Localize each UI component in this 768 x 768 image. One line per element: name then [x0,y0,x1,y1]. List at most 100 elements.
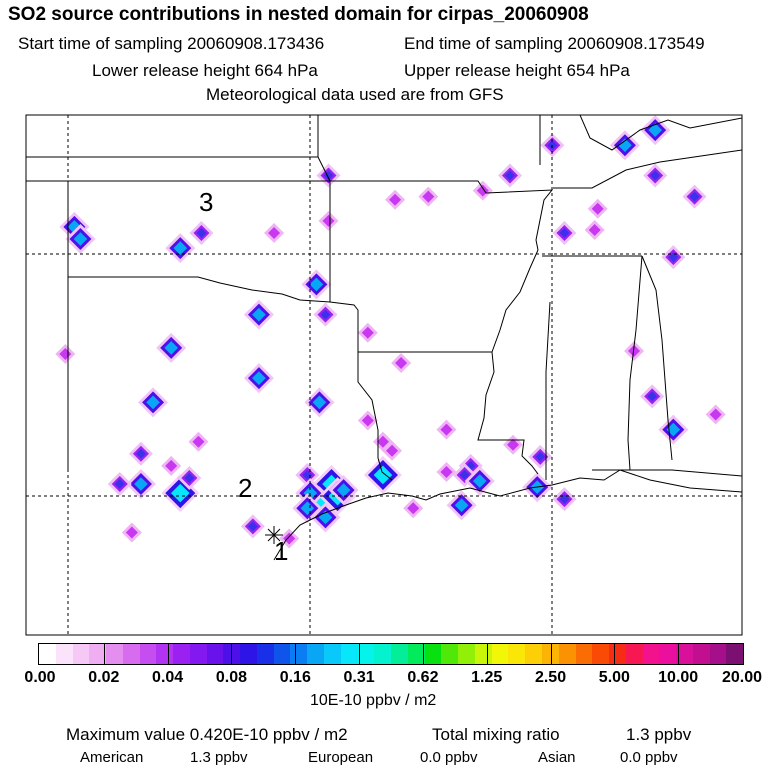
colorbar-swatch [692,644,710,664]
so2-source-plume [609,130,640,161]
colorbar-tick-label: 10.00 [658,669,699,686]
colorbar-tick-label: 1.25 [471,669,503,686]
so2-source-plume [189,220,214,245]
map-panel: 1 2 3 [25,114,743,636]
colorbar-swatch [391,644,408,664]
so2-source-plume [643,163,668,188]
colorbar-swatch [39,644,56,664]
so2-source-plume [264,222,285,243]
so2-source-plume [385,189,406,210]
release-site-marker [265,526,283,544]
so2-source-plume [403,498,424,519]
so2-source-plume [587,198,608,219]
colorbar-divider [167,643,169,665]
colorbar-tick-label: 20.00 [721,669,763,686]
boundary-oklahoma-texas [68,276,359,311]
total-mixing-label: Total mixing ratio [432,725,560,744]
colorbar-divider [678,643,680,665]
so2-source-plume [138,387,169,418]
boundary-missouri-west [317,115,331,302]
boundary-louisiana-north-delta [477,351,539,475]
region-label-3: 3 [199,187,213,217]
so2-source-plume [682,184,707,209]
lat-lon-grid [26,115,742,635]
colorbar-swatch [575,644,593,664]
so2-source-plume [658,414,689,445]
colorbar-swatch [173,644,190,664]
so2-source-plume [418,186,439,207]
colorbar-divider [359,643,361,665]
boundary-florida-panhandle [592,469,742,477]
colorbar-divider [103,643,105,665]
start-time-label: Start time of sampling 20060908.173436 [18,34,325,53]
so2-source-plume [161,455,182,476]
colorbar-swatch [508,644,526,664]
colorbar-tick-label: 0.02 [88,669,120,686]
colorbar-swatch [72,644,90,664]
colorbar-units-label: 10E-10 ppbv / m2 [310,692,437,709]
asian-label: Asian [538,749,576,766]
colorbar-swatch [357,644,375,664]
end-time-label: End time of sampling 20060908.173549 [404,34,705,53]
colorbar-swatch [106,644,123,664]
so2-source-plume [624,340,645,361]
so2-source-plume [121,522,142,543]
colorbar-divider [422,643,424,665]
so2-source-plume [640,115,671,146]
colorbar-swatch [491,644,509,664]
boundary-kentucky-north [579,115,742,151]
boundary-mississippi-river-upper [491,249,539,353]
colorbar-tick-label: 5.00 [598,669,630,686]
colorbar-swatch [424,644,442,664]
asian-value: 0.0 ppbv [620,749,678,766]
so2-source-plume [243,299,274,330]
colorbar-tick-label: 0.08 [215,669,248,686]
so2-source-plume [584,219,605,240]
state-boundaries [26,115,742,481]
colorbar-swatch [558,644,576,664]
gulf-coastline [273,469,742,561]
page-title: SO2 source contributions in nested domai… [8,4,589,25]
so2-source-plume [705,404,726,425]
so2-source-plume [177,466,202,490]
colorbar-swatch [659,644,677,664]
colorbar-divider [550,643,552,665]
colorbar-swatch [726,644,744,664]
boundary-alabama-west [627,255,643,471]
so2-source-plume [65,224,96,255]
colorbar [38,643,744,665]
so2-source-plume [436,419,457,440]
so2-source-plume [661,245,686,270]
colorbar-swatch [307,644,325,664]
so2-source-plume [304,387,335,418]
so2-source-plume [391,353,412,374]
so2-source-plume [436,461,457,482]
colorbar-swatch [273,644,291,664]
so2-source-plume [363,455,402,494]
colorbar-swatch [324,644,341,664]
colorbar-divider [295,643,297,665]
map-frame [25,114,743,636]
so2-source-plume [472,180,493,201]
max-value-label: Maximum value 0.420E-10 ppbv / m2 [66,725,348,744]
so2-source-plume [552,487,577,512]
colorbar-swatch [340,644,358,664]
so2-source-plume [313,302,338,327]
so2-source-plume [128,441,153,466]
colorbar-swatch [609,644,626,664]
so2-source-plume [156,332,187,363]
colorbar-tick-label: 0.04 [152,669,184,686]
american-label: American [80,749,144,766]
so2-source-plume [295,462,320,487]
total-mixing-value: 1.3 ppbv [626,725,692,744]
colorbar-swatch [458,644,475,664]
boundary-arkansas-north [330,180,554,251]
lower-release-label: Lower release height 664 hPa [92,61,318,80]
boundary-alabama-east [641,255,673,461]
colorbar-swatch [290,644,308,664]
colorbar-swatch [374,644,392,664]
colorbar-tick-label: 0.00 [24,669,56,686]
region-label-1: 1 [274,536,288,566]
colorbar-swatch [592,644,610,664]
map-background [26,115,742,635]
